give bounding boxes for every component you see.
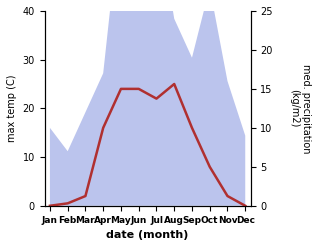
Y-axis label: med. precipitation
(kg/m2): med. precipitation (kg/m2)	[289, 64, 311, 153]
Y-axis label: max temp (C): max temp (C)	[7, 75, 17, 142]
X-axis label: date (month): date (month)	[107, 230, 189, 240]
